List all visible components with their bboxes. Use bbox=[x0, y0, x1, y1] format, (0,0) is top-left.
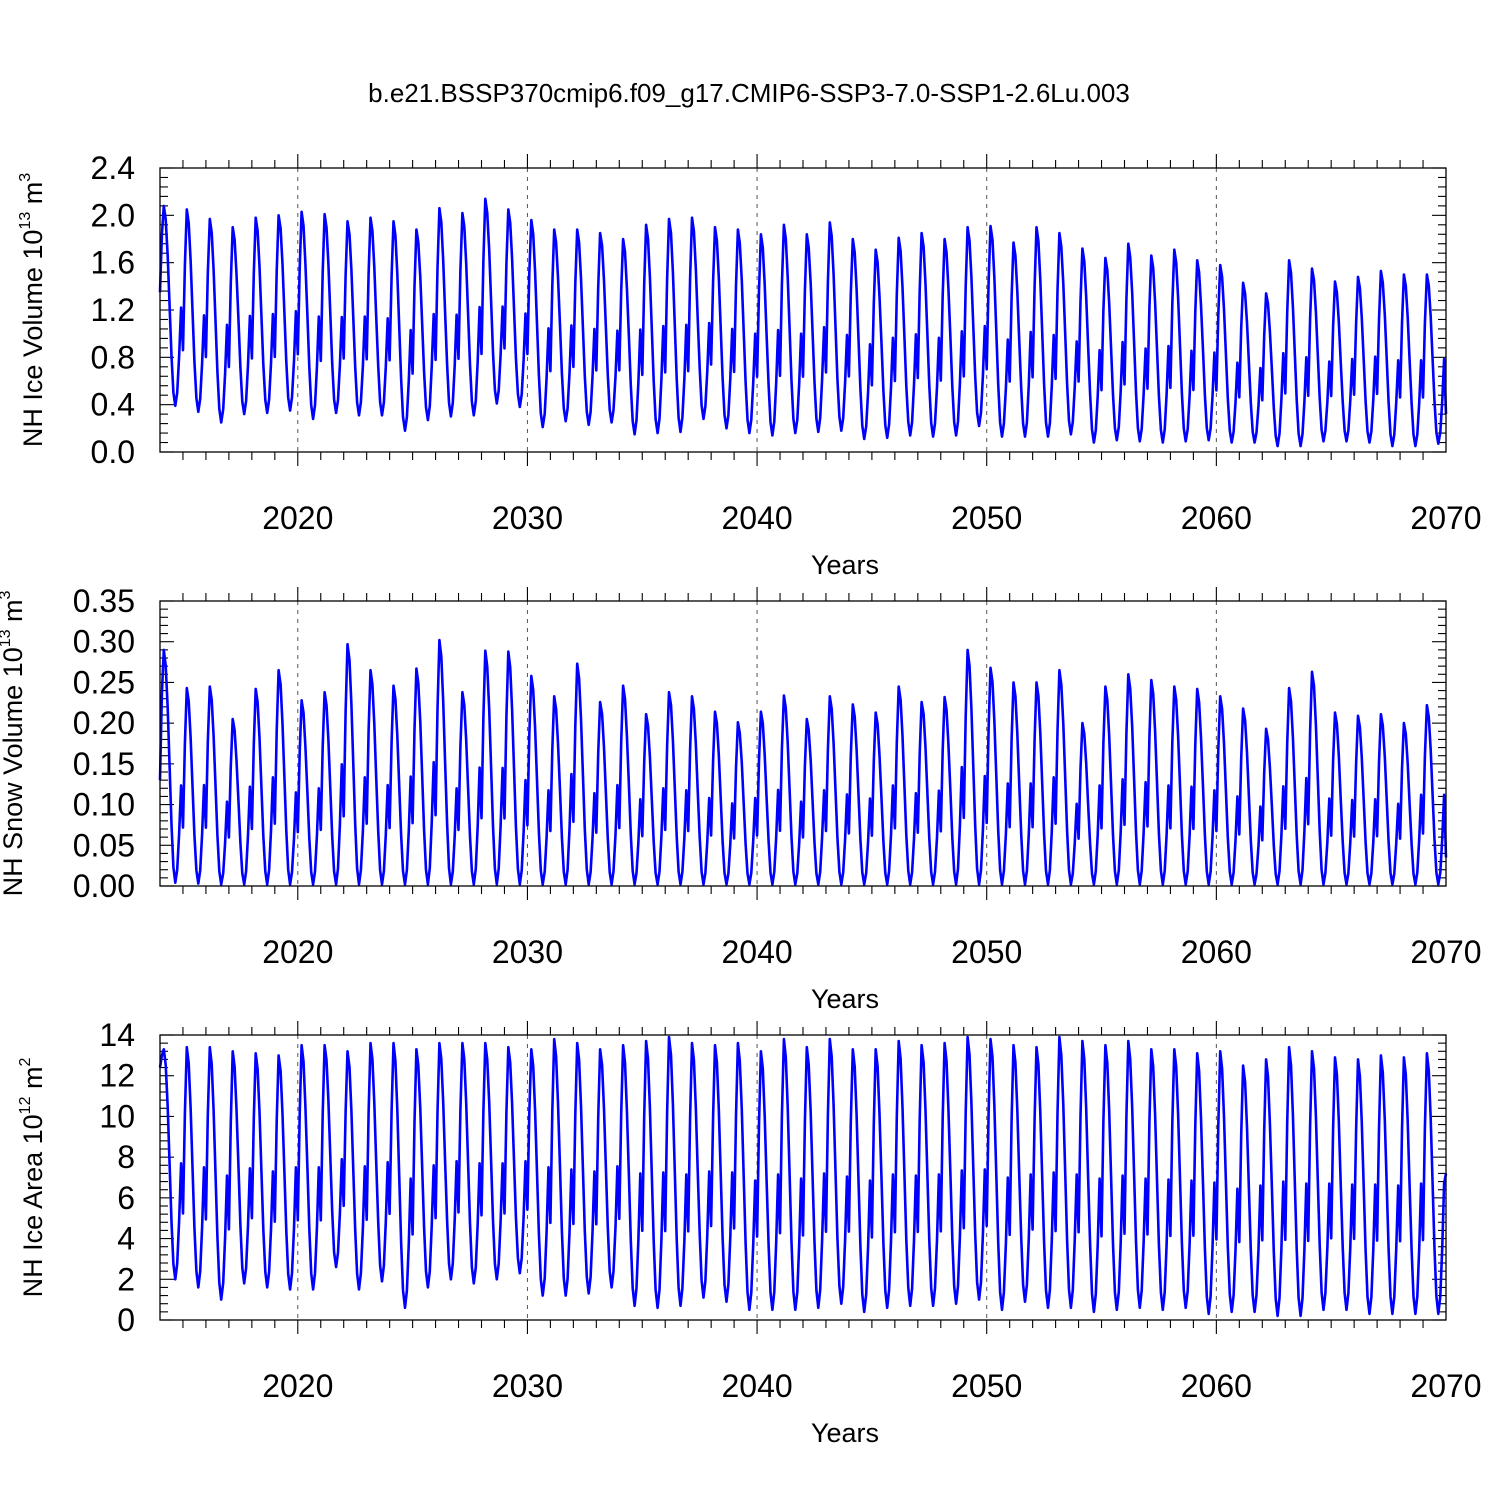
snow-volume-y-tick-label: 0.05 bbox=[73, 827, 135, 863]
ice-area-y-tick-label: 0 bbox=[117, 1302, 135, 1338]
ice-area-y-tick-label: 14 bbox=[99, 1017, 135, 1053]
ice-volume-y-tick-label: 1.6 bbox=[91, 245, 135, 281]
snow-volume-x-tick-label: 2040 bbox=[721, 934, 792, 970]
ice-area-x-tick-label: 2030 bbox=[492, 1368, 563, 1404]
ice-area-y-tick-label: 12 bbox=[99, 1058, 135, 1094]
ice-volume-line bbox=[158, 197, 1448, 448]
ice-volume-x-tick-label: 2020 bbox=[262, 500, 333, 536]
snow-volume-line bbox=[158, 638, 1448, 886]
ice-area-y-axis-label: NH Ice Area 1012 m2 bbox=[17, 1058, 48, 1298]
ice-volume-y-tick-label: 2.0 bbox=[91, 197, 135, 233]
ice-area-line bbox=[158, 1035, 1448, 1318]
snow-volume-y-axis-label: NH Snow Volume 1013 m3 bbox=[0, 590, 28, 896]
snow-volume-y-tick-label: 0.15 bbox=[73, 746, 135, 782]
snow-volume-y-tick-label: 0.00 bbox=[73, 868, 135, 904]
ice-area-x-tick-label: 2040 bbox=[721, 1368, 792, 1404]
ice-volume-y-tick-label: 0.8 bbox=[91, 339, 135, 375]
ice-area-y-tick-label: 2 bbox=[117, 1261, 135, 1297]
ice-volume-x-tick-label: 2040 bbox=[721, 500, 792, 536]
ice-volume-x-tick-label: 2030 bbox=[492, 500, 563, 536]
snow-volume-plot-frame bbox=[159, 600, 1447, 887]
snow-volume-x-tick-label: 2060 bbox=[1181, 934, 1252, 970]
ice-area-x-tick-label: 2060 bbox=[1181, 1368, 1252, 1404]
ice-volume-y-axis-label: NH Ice Volume 1013 m3 bbox=[17, 173, 48, 447]
snow-volume-x-axis-label: Years bbox=[811, 984, 879, 1014]
snow-volume-y-tick-label: 0.30 bbox=[73, 624, 135, 660]
snow-volume-y-tick-label: 0.35 bbox=[73, 583, 135, 619]
ice-area-x-axis-label: Years bbox=[811, 1418, 879, 1448]
ice-area-panel: 2020 2030 2040 2050 2060 2070 0 2 4 6 8 10 12 14 Year… bbox=[17, 1017, 1482, 1448]
ice-area-x-tick-label: 2070 bbox=[1410, 1368, 1481, 1404]
ice-volume-x-tick-label: 2050 bbox=[951, 500, 1022, 536]
ice-area-x-tick-label: 2050 bbox=[951, 1368, 1022, 1404]
ice-volume-y-tick-label: 0.0 bbox=[91, 434, 135, 470]
snow-volume-x-tick-label: 2070 bbox=[1410, 934, 1481, 970]
snow-volume-x-tick-label: 2020 bbox=[262, 934, 333, 970]
ice-volume-x-axis-label: Years bbox=[811, 550, 879, 580]
ice-volume-plot-frame bbox=[159, 167, 1447, 453]
ice-area-y-tick-label: 4 bbox=[117, 1221, 135, 1257]
snow-volume-y-tick-label: 0.10 bbox=[73, 787, 135, 823]
ice-area-y-tick-label: 6 bbox=[117, 1180, 135, 1216]
ice-area-y-tick-label: 10 bbox=[99, 1098, 135, 1134]
snow-volume-y-tick-label: 0.20 bbox=[73, 705, 135, 741]
snow-volume-panel: 2020 2030 2040 2050 2060 2070 0.00 0.05 0.10 0.15… bbox=[0, 583, 1482, 1014]
ice-volume-panel: 2020 2030 2040 2050 2060 2070 0.0 0.4 0.8 1.2 1.6 2… bbox=[17, 150, 1482, 580]
ice-volume-x-tick-label: 2070 bbox=[1410, 500, 1481, 536]
ice-area-x-tick-label: 2020 bbox=[262, 1368, 333, 1404]
ice-area-plot-frame bbox=[159, 1034, 1447, 1321]
ice-volume-y-tick-label: 0.4 bbox=[91, 387, 135, 423]
snow-volume-y-tick-label: 0.25 bbox=[73, 664, 135, 700]
ice-volume-y-tick-label: 2.4 bbox=[91, 150, 135, 186]
ice-volume-x-tick-label: 2060 bbox=[1181, 500, 1252, 536]
snow-volume-x-tick-label: 2050 bbox=[951, 934, 1022, 970]
figure-title: b.e21.BSSP370cmip6.f09_g17.CMIP6-SSP3-7.… bbox=[368, 78, 1130, 108]
ice-area-y-tick-label: 8 bbox=[117, 1139, 135, 1175]
snow-volume-x-tick-label: 2030 bbox=[492, 934, 563, 970]
ice-volume-y-tick-label: 1.2 bbox=[91, 292, 135, 328]
